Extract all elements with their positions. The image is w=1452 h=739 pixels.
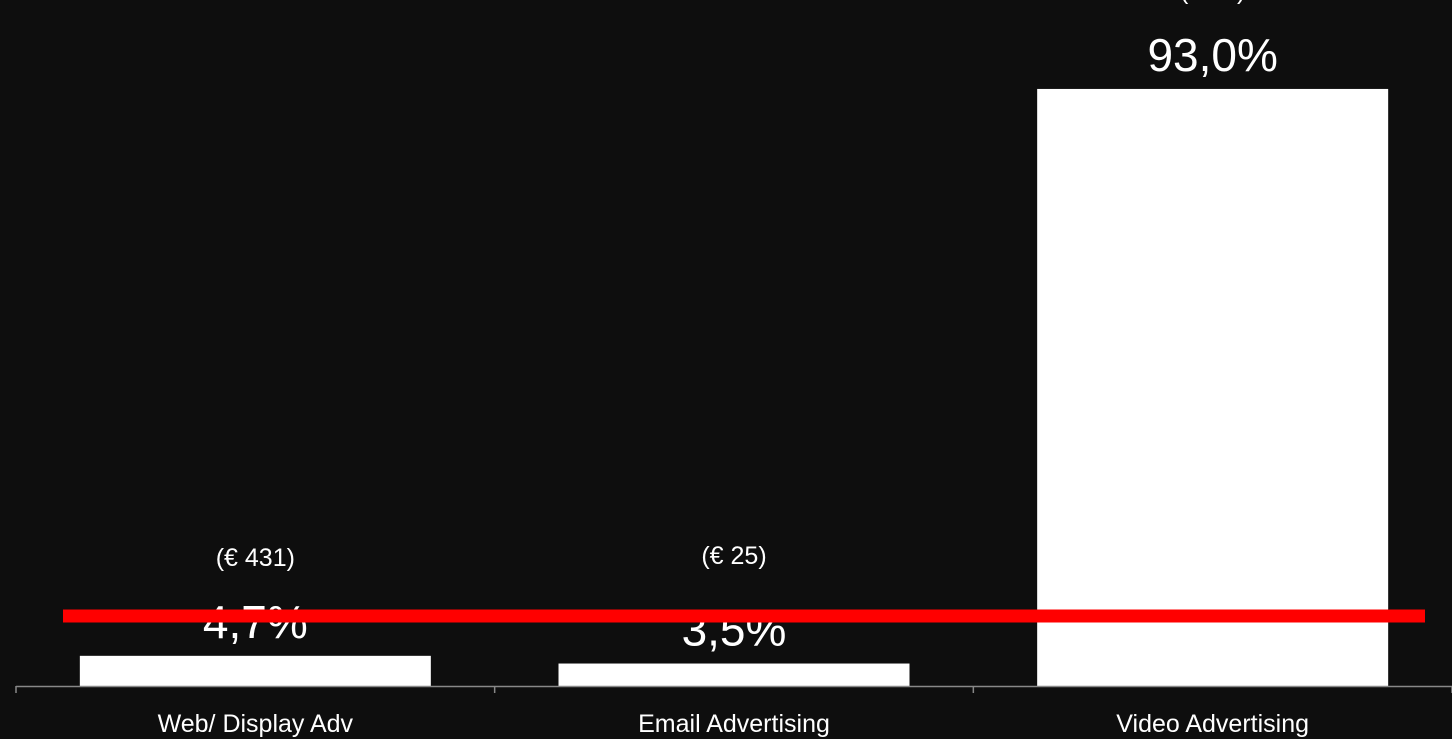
bar — [1037, 88, 1389, 686]
bars-group — [79, 88, 1389, 686]
x-tick-label: Web/ Display Adv — [158, 710, 354, 738]
bar-amount-label: (€ 25) — [701, 542, 766, 570]
x-tick-label: Video Advertising — [1116, 710, 1309, 738]
x-tick-label: Email Advertising — [638, 710, 830, 738]
bar — [558, 663, 910, 686]
bar-amount-label: (€ 88) — [1180, 0, 1245, 5]
bar — [79, 655, 431, 686]
x-axis — [15, 685, 1452, 693]
bar-amount-label: (€ 431) — [216, 544, 295, 572]
bar-value-label: 93,0% — [1147, 29, 1277, 81]
